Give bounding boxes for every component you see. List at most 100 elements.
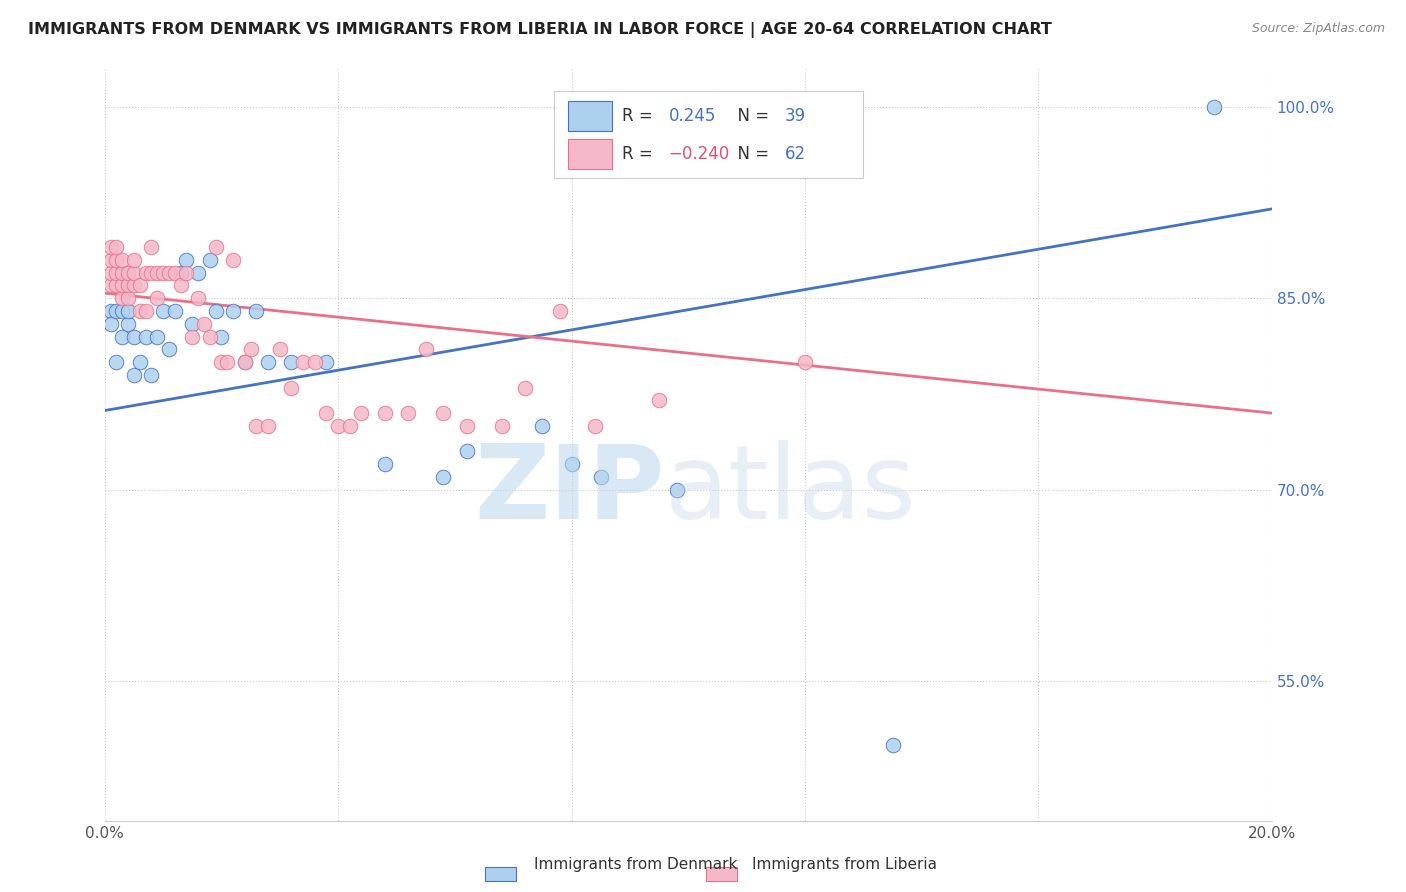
Point [105,266,128,280]
Point [122,278,145,293]
Point [135,329,157,343]
Point [100,266,122,280]
Point [181,317,204,331]
Point [128,278,150,293]
Point [135,266,157,280]
Point [100,278,122,293]
Text: 62: 62 [785,145,806,162]
FancyBboxPatch shape [554,91,863,178]
Point [111,266,134,280]
FancyBboxPatch shape [568,101,613,131]
Point [209,329,232,343]
Text: Immigrants from Liberia: Immigrants from Liberia [752,857,938,872]
Point [176,266,198,280]
Point [100,304,122,318]
Point [100,240,122,254]
Point [105,240,128,254]
Point [163,266,186,280]
Point [181,329,204,343]
Point [198,252,221,267]
Point [169,266,191,280]
Point [111,291,134,305]
Text: R =: R = [621,107,658,125]
Text: ZIP: ZIP [475,440,665,541]
Point [245,418,267,433]
Text: 0.245: 0.245 [668,107,716,125]
Point [432,406,454,420]
Point [146,266,169,280]
Point [304,355,326,369]
Point [141,240,163,254]
Point [128,355,150,369]
Point [169,278,191,293]
Point [117,317,139,331]
Point [456,444,478,458]
Text: −0.240: −0.240 [668,145,730,162]
Point [233,355,256,369]
Point [163,304,186,318]
Text: 39: 39 [785,107,806,125]
Point [794,355,817,369]
Text: atlas: atlas [665,440,917,541]
Point [432,470,454,484]
Point [100,252,122,267]
Point [187,291,209,305]
Point [561,457,583,471]
Point [105,304,128,318]
Text: N =: N = [727,145,775,162]
Point [1202,100,1225,114]
Point [122,368,145,382]
Point [146,329,169,343]
Point [146,291,169,305]
Point [315,406,337,420]
Point [157,266,180,280]
Point [415,343,437,357]
Point [117,304,139,318]
Point [396,406,419,420]
Point [456,418,478,433]
Text: Immigrants from Denmark: Immigrants from Denmark [534,857,738,872]
Point [187,266,209,280]
Point [111,329,134,343]
Point [315,355,337,369]
Point [339,418,361,433]
Point [350,406,373,420]
Point [239,343,262,357]
Point [105,355,128,369]
Point [589,470,612,484]
Point [245,304,267,318]
Point [100,317,122,331]
Point [128,304,150,318]
Point [111,278,134,293]
Text: Source: ZipAtlas.com: Source: ZipAtlas.com [1251,22,1385,36]
Point [111,304,134,318]
Point [209,355,232,369]
Point [204,240,226,254]
Point [222,304,245,318]
Point [665,483,688,497]
Point [122,329,145,343]
FancyBboxPatch shape [568,138,613,169]
Point [135,304,157,318]
Text: IMMIGRANTS FROM DENMARK VS IMMIGRANTS FROM LIBERIA IN LABOR FORCE | AGE 20-64 CO: IMMIGRANTS FROM DENMARK VS IMMIGRANTS FR… [28,22,1052,38]
Point [280,380,302,394]
Text: R =: R = [621,145,658,162]
Point [204,304,226,318]
Point [269,343,291,357]
Point [141,266,163,280]
Point [374,406,396,420]
Point [176,252,198,267]
Point [222,252,245,267]
Point [193,317,215,331]
Point [111,252,134,267]
Point [217,355,239,369]
Point [233,355,256,369]
Point [152,266,174,280]
Point [648,393,671,408]
Point [548,304,571,318]
Point [257,355,280,369]
Point [531,418,554,433]
Point [257,418,280,433]
Point [280,355,302,369]
Text: N =: N = [727,107,775,125]
